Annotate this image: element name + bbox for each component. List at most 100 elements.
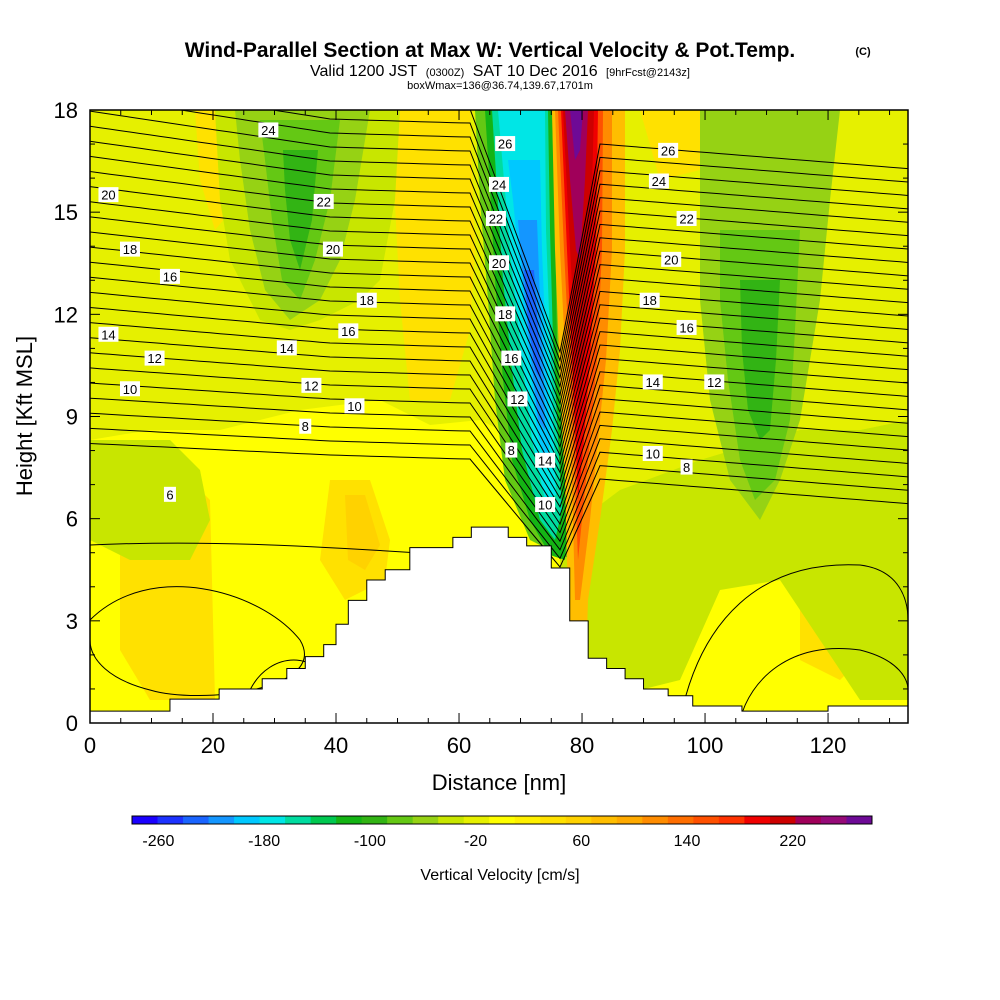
w-region [740, 280, 780, 440]
copyright-mark: (C) [855, 46, 871, 58]
colorbar-tick-label: -20 [464, 833, 487, 850]
colorbar-tick-label: -260 [142, 833, 174, 850]
contour-label: 24 [492, 177, 506, 192]
theta-contour [90, 291, 908, 483]
colorbar-swatch [489, 816, 516, 824]
contour-label: 10 [538, 498, 552, 513]
colorbar-swatch [285, 816, 312, 824]
contour-label: 14 [646, 375, 660, 390]
chart-subtitle: Valid 1200 JST (0300Z) SAT 10 Dec 2016 [… [310, 63, 690, 80]
colorbar-swatch [795, 816, 822, 824]
theta-contour [90, 412, 908, 551]
w-region [283, 150, 318, 270]
y-tick-label: 0 [66, 711, 78, 736]
colorbar-tick-label: 60 [572, 833, 590, 850]
theta-contour [90, 382, 908, 534]
colorbar-tick-label: -180 [248, 833, 280, 850]
contour-label: 20 [326, 242, 340, 257]
chart-title: Wind-Parallel Section at Max W: Vertical… [185, 39, 796, 62]
y-tick-label: 6 [66, 507, 78, 532]
theta-contour [90, 322, 908, 500]
contour-label-bg [535, 452, 556, 468]
theta-contour [90, 352, 908, 517]
contour-label: 18 [642, 293, 656, 308]
colorbar-swatch [591, 816, 618, 824]
contour-label: 14 [280, 341, 294, 356]
contour-label: 14 [538, 453, 552, 468]
colorbar-swatch [463, 816, 490, 824]
y-tick-label: 12 [54, 302, 78, 327]
contour-label-bg [344, 398, 365, 414]
contour-label-bg [501, 350, 522, 366]
contour-label-bg [276, 340, 297, 356]
theta-contour [90, 337, 908, 508]
x-tick-label: 0 [84, 733, 96, 758]
contour-label-bg [322, 241, 343, 257]
theta-contour [90, 427, 908, 560]
contour-label-bg [119, 381, 140, 397]
contour-label-bg [495, 136, 516, 152]
contour-label: 22 [679, 211, 693, 226]
theta-contour [739, 648, 908, 721]
colorbar-swatch [183, 816, 210, 824]
box-info: boxWmax=136@36.74,139.67,1701m [407, 80, 593, 92]
forecast-info: [9hrFcst@2143z] [606, 67, 690, 79]
colorbar-swatch [387, 816, 414, 824]
plot-area: 24 20 22 18 20 16 18 14 16 12 14 10 12 10 8 6 26 24 22 20 18… [90, 110, 908, 723]
theta-contour [90, 397, 908, 543]
colorbar-swatch [438, 816, 465, 824]
colorbar-ticks: -260 -180 -100 -20 60 140 220 [142, 833, 806, 850]
colorbar-swatch [616, 816, 643, 824]
contour-label-bg [505, 442, 518, 458]
colorbar-swatch [820, 816, 847, 824]
theta-contour [90, 140, 908, 397]
contour-label: 10 [646, 446, 660, 461]
contour-label: 22 [489, 211, 503, 226]
colorbar-swatch [361, 816, 388, 824]
contour-label: 20 [492, 256, 506, 271]
contour-label-bg [258, 122, 279, 138]
contour-label: 24 [261, 123, 275, 138]
colorbar-swatch [540, 816, 567, 824]
contour-label: 20 [664, 252, 678, 267]
w-region [560, 420, 908, 700]
contour-label: 16 [341, 324, 355, 339]
w-region [570, 110, 583, 160]
contour-label-bg [648, 173, 669, 189]
theta-contour [90, 125, 908, 389]
contour-label: 26 [498, 137, 512, 152]
contour-label: 10 [123, 382, 137, 397]
theta-contour [269, 110, 908, 363]
y-tick-label: 18 [54, 98, 78, 123]
y-tick-label: 15 [54, 200, 78, 225]
colorbar-swatch [234, 816, 261, 824]
colorbar-swatch [259, 816, 286, 824]
theta-contour [90, 186, 908, 423]
x-tick-label: 60 [447, 733, 471, 758]
contour-label-bg [661, 251, 682, 267]
contour-label-bg [535, 497, 556, 513]
terrain-mask [90, 526, 908, 723]
contour-label: 22 [316, 194, 330, 209]
colorbar-tick-label: 220 [779, 833, 806, 850]
colorbar-swatch [514, 816, 541, 824]
contour-label: 18 [498, 307, 512, 322]
theta-contour [90, 307, 908, 491]
colorbar-swatch [157, 816, 184, 824]
colorbar-swatch [744, 816, 771, 824]
colorbar-swatch [667, 816, 694, 824]
contour-label: 10 [347, 399, 361, 414]
contour-label-bg [680, 459, 693, 475]
colorbar-tick-label: 140 [674, 833, 701, 850]
colorbar-swatch [208, 816, 235, 824]
y-axis-label: Height [Kft MSL] [12, 336, 37, 496]
theta-contour [90, 443, 908, 568]
contour-label: 16 [679, 320, 693, 335]
colorbar-swatch [846, 816, 873, 824]
contour-label: 26 [661, 143, 675, 158]
contour-label-bg [704, 374, 725, 390]
theta-contour [90, 201, 908, 431]
x-axis: 0 20 40 60 80 100 120 [84, 110, 891, 758]
theta-contour [90, 542, 451, 556]
